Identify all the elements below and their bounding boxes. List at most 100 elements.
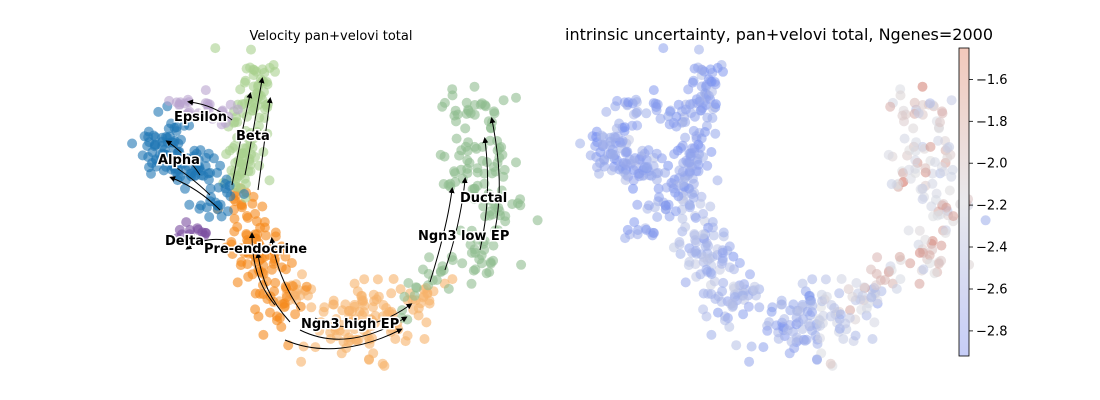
cell-point [511,92,521,103]
uncertainty-point [696,91,706,102]
cell-point [149,139,160,150]
cell-point [386,288,397,299]
cell-point [469,81,480,92]
right-panel-title: intrinsic uncertainty, pan+velovi total,… [565,25,993,44]
cell-point [250,229,260,240]
uncertainty-point [938,166,949,177]
cell-point [345,317,356,328]
uncertainty-point [673,99,684,110]
uncertainty-point [904,164,915,175]
cell-point [515,194,526,205]
uncertainty-point [803,318,814,329]
cell-point [477,98,487,109]
uncertainty-point [688,125,699,136]
uncertainty-point [712,62,723,73]
uncertainty-point [886,179,897,189]
uncertainty-point [680,132,691,143]
uncertainty-point [611,123,622,134]
cluster-label-delta: Delta [165,234,204,249]
velocity-streamline [269,237,301,311]
cell-point [370,310,381,321]
uncertainty-point [653,183,664,194]
cell-point [193,224,204,235]
uncertainty-point [668,183,679,194]
cell-point [463,137,474,148]
uncertainty-point [717,286,728,297]
uncertainty-point [927,236,938,246]
uncertainty-point [857,290,868,301]
cluster-label-beta: Beta [236,129,270,144]
uncertainty-point [599,161,610,172]
cell-point [462,146,473,156]
cell-point [254,112,265,123]
cell-point [492,228,503,238]
uncertainty-point [746,341,757,352]
uncertainty-point [936,240,947,251]
cell-point [212,200,223,211]
uncertainty-point [909,97,920,108]
uncertainty-point [727,298,738,309]
velocity-streamline [162,158,211,196]
cell-point [127,138,138,149]
uncertainty-point [844,312,855,323]
uncertainty-point [596,130,607,141]
uncertainty-point [911,137,922,148]
cell-point [144,162,154,173]
uncertainty-point [690,212,701,223]
colorbar-tick-label: −2.2 [976,199,1008,214]
uncertainty-point [706,147,717,157]
uncertainty-point [758,342,769,353]
uncertainty-point [683,260,694,271]
cell-point [470,264,481,275]
cell-point [235,84,246,95]
cell-point [247,269,258,280]
cell-point [258,329,269,340]
uncertainty-point [632,199,643,210]
colorbar-tick-label: −1.8 [976,115,1008,130]
uncertainty-point [791,306,802,316]
uncertainty-point [619,122,630,133]
uncertainty-point [631,94,641,105]
uncertainty-point [815,320,826,331]
cell-point [447,90,458,101]
cell-point [286,258,297,268]
uncertainty-point [859,282,870,293]
cell-point [174,224,185,235]
cell-point [488,255,499,266]
cell-point [447,274,458,285]
uncertainty-point [749,281,760,292]
cell-point [451,133,462,144]
uncertainty-point [738,309,749,320]
cell-point [226,239,237,250]
uncertainty-point [673,191,684,202]
uncertainty-point [766,306,777,317]
cell-point [210,43,221,54]
cell-point [476,258,487,269]
velocity-streamline [231,92,253,186]
cell-point [484,210,495,221]
cell-point [232,221,243,232]
uncertainty-point [621,159,632,169]
cell-point [466,225,477,236]
cell-point [225,99,236,110]
cell-point [498,95,509,106]
cell-point [171,122,182,133]
right-scatter-points [575,43,991,371]
cell-point [232,277,243,288]
uncertainty-point [702,112,713,123]
cell-point [488,240,499,251]
uncertainty-point [924,250,935,261]
velocity-streamline [244,77,265,176]
uncertainty-point [925,141,936,152]
cell-point [373,291,384,302]
uncertainty-point [646,170,657,181]
uncertainty-point [935,117,945,128]
uncertainty-point [683,84,694,95]
uncertainty-point [917,194,928,205]
cell-point [295,301,306,312]
cell-point [359,300,370,311]
uncertainty-point [918,264,929,275]
cell-point [137,150,148,161]
uncertainty-point [697,103,708,114]
uncertainty-point [632,106,643,117]
